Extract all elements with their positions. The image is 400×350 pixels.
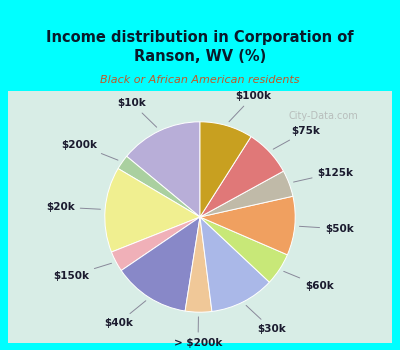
Wedge shape [200, 122, 251, 217]
Wedge shape [185, 217, 212, 312]
Wedge shape [127, 122, 200, 217]
Wedge shape [121, 217, 200, 311]
Text: $50k: $50k [300, 224, 354, 234]
Text: Black or African American residents: Black or African American residents [100, 75, 300, 85]
Text: $30k: $30k [246, 306, 286, 334]
Wedge shape [200, 217, 287, 282]
Text: $150k: $150k [53, 263, 112, 281]
Text: $10k: $10k [118, 98, 157, 127]
Text: $200k: $200k [61, 140, 118, 160]
Wedge shape [200, 217, 269, 312]
Wedge shape [118, 156, 200, 217]
Wedge shape [105, 169, 200, 252]
Text: City-Data.com: City-Data.com [288, 111, 358, 121]
Text: $100k: $100k [229, 91, 271, 122]
Wedge shape [200, 171, 293, 217]
Text: $75k: $75k [273, 126, 320, 149]
Wedge shape [112, 217, 200, 271]
Text: $40k: $40k [104, 301, 146, 328]
Text: $125k: $125k [294, 168, 354, 182]
Text: $20k: $20k [46, 202, 100, 212]
Text: > $200k: > $200k [174, 317, 222, 348]
Text: Income distribution in Corporation of
Ranson, WV (%): Income distribution in Corporation of Ra… [46, 30, 354, 64]
Wedge shape [200, 196, 295, 255]
Wedge shape [200, 136, 284, 217]
Text: $60k: $60k [284, 271, 334, 291]
